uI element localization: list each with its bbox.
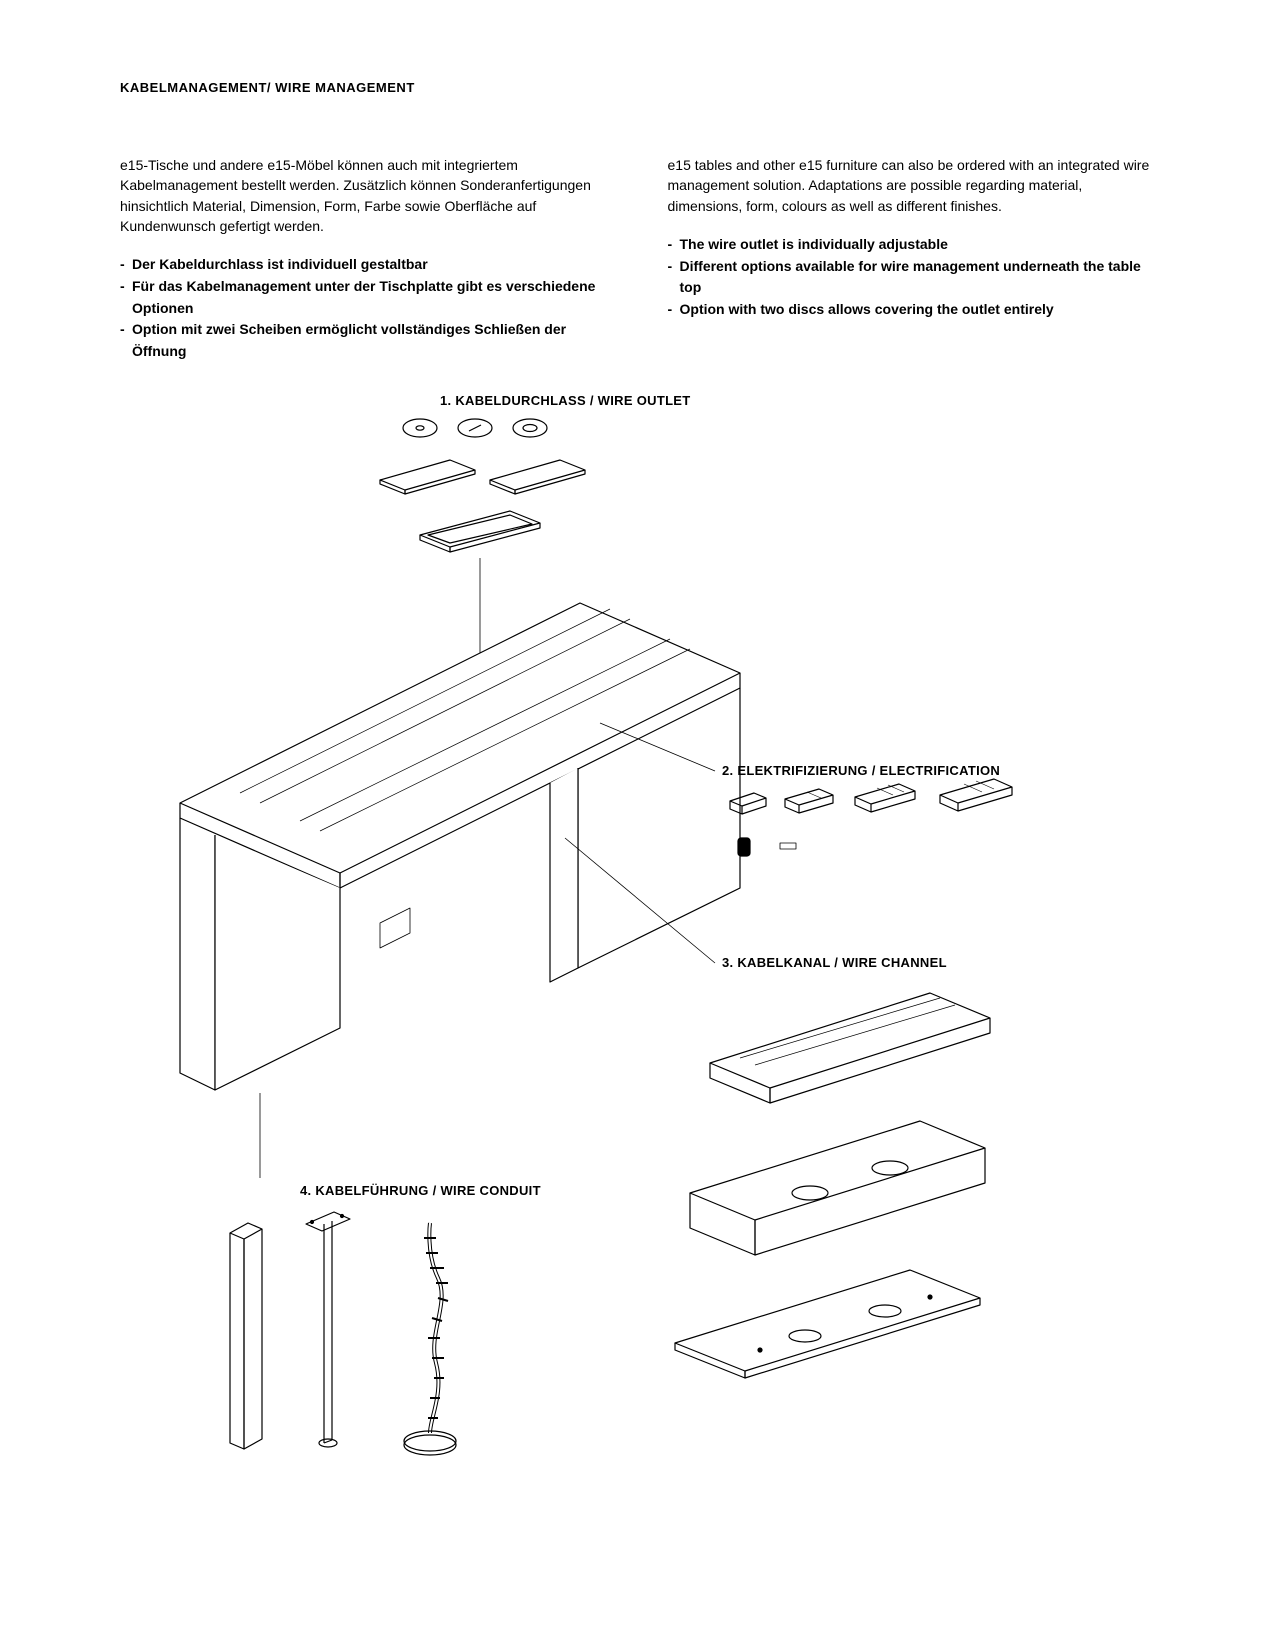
diagram-svg — [120, 393, 1155, 1493]
bullet: Für das Kabelmanagement unter der Tischp… — [132, 276, 608, 319]
cover-plate-icon — [380, 460, 475, 494]
channel-flat-icon — [675, 1270, 980, 1378]
bullet: Option with two discs allows covering th… — [680, 299, 1156, 321]
cover-plate-icon — [490, 460, 585, 494]
channel-tray-icon — [710, 993, 990, 1103]
diagram-area: 1. KABELDURCHLASS / WIRE OUTLET 2. ELEKT… — [120, 393, 1155, 1493]
intro-en: e15 tables and other e15 furniture can a… — [668, 155, 1156, 216]
bullet: Different options available for wire man… — [680, 256, 1156, 299]
disc-icon — [513, 419, 547, 437]
disc-icon — [458, 419, 492, 437]
intro-columns: e15-Tische und andere e15-Möbel können a… — [120, 155, 1155, 363]
bullet: Der Kabeldurchlass ist individuell gesta… — [132, 254, 608, 276]
table-icon — [180, 603, 740, 1090]
disc-icon — [403, 419, 437, 437]
bullets-en: -The wire outlet is individually adjusta… — [668, 234, 1156, 321]
power-module-icon — [785, 789, 833, 813]
left-column: e15-Tische und andere e15-Möbel können a… — [120, 155, 608, 363]
conduit-pole-icon — [306, 1212, 350, 1447]
intro-de: e15-Tische und andere e15-Möbel können a… — [120, 155, 608, 236]
page-title: KABELMANAGEMENT/ WIRE MANAGEMENT — [120, 80, 1155, 95]
channel-lprofile-icon — [690, 1121, 985, 1255]
power-module-icon — [730, 793, 766, 814]
outlet-frame-icon — [420, 511, 540, 552]
power-module-icon — [940, 779, 1012, 811]
conduit-flex-icon — [404, 1223, 456, 1455]
conduit-column-icon — [230, 1223, 262, 1449]
power-module-icon — [855, 784, 915, 812]
bullets-de: -Der Kabeldurchlass ist individuell gest… — [120, 254, 608, 362]
bullet: Option mit zwei Scheiben ermöglicht voll… — [132, 319, 608, 362]
bullet: The wire outlet is individually adjustab… — [680, 234, 1156, 256]
right-column: e15 tables and other e15 furniture can a… — [668, 155, 1156, 363]
